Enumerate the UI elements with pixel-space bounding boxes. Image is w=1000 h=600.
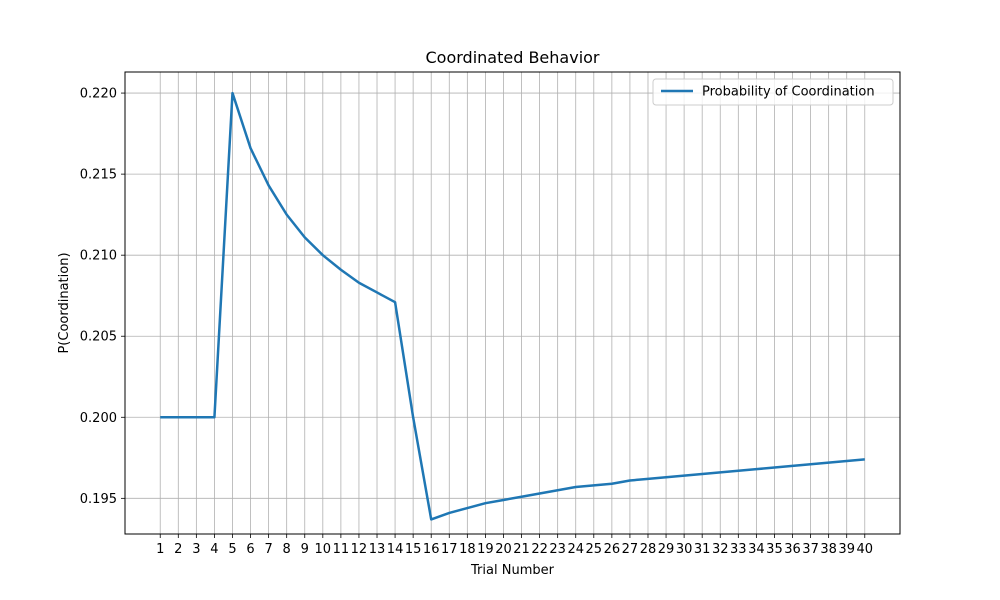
x-tick-label: 38 [820, 542, 837, 557]
x-tick-label: 10 [315, 542, 332, 557]
legend-box [652, 78, 894, 106]
x-tick-label: 3 [192, 542, 200, 557]
x-tick-label: 16 [423, 542, 440, 557]
x-tick-label: 11 [333, 542, 350, 557]
x-tick-label: 8 [283, 542, 291, 557]
y-axis-label: P(Coordination) [57, 252, 72, 353]
x-tick-label: 14 [387, 542, 404, 557]
x-tick-label: 27 [622, 542, 639, 557]
y-tick-label: 0.200 [80, 411, 117, 426]
x-tick-label: 37 [802, 542, 819, 557]
x-tick-label: 19 [477, 542, 494, 557]
x-tick-label: 5 [228, 542, 236, 557]
x-tick-label: 40 [856, 542, 873, 557]
x-tick-label: 20 [495, 542, 512, 557]
plot-frame [124, 71, 901, 535]
x-tick-label: 21 [513, 542, 530, 557]
y-tick-label: 0.205 [80, 330, 117, 345]
x-tick-label: 17 [441, 542, 458, 557]
y-tick-label: 0.220 [80, 87, 117, 102]
x-axis-ticks: 1 2 3 4 5 6 7 8 9 10 11 12 13 14 15 16 17 18 19 20 21 22 23 24 2… [156, 534, 873, 557]
grid-lines [125, 72, 900, 534]
x-tick-label: 39 [838, 542, 855, 557]
x-tick-label: 13 [369, 542, 386, 557]
x-tick-label: 35 [766, 542, 783, 557]
chart-title: Coordinated Behavior [426, 48, 600, 67]
x-tick-label: 22 [531, 542, 548, 557]
x-tick-label: 2 [174, 542, 182, 557]
x-tick-label: 24 [567, 542, 584, 557]
legend: Probability of Coordination [652, 78, 894, 106]
legend-label-probability-of-coordination: Probability of Coordination [702, 85, 875, 100]
x-tick-label: 12 [351, 542, 368, 557]
x-tick-label: 26 [604, 542, 621, 557]
x-tick-label: 36 [784, 542, 801, 557]
y-axis-ticks: 0.195 0.200 0.205 0.210 0.215 0.220 [80, 87, 125, 507]
x-tick-label: 1 [156, 542, 164, 557]
x-tick-label: 32 [712, 542, 729, 557]
x-tick-label: 4 [210, 542, 218, 557]
x-axis-label: Trial Number [470, 563, 555, 578]
x-tick-label: 23 [549, 542, 566, 557]
y-tick-label: 0.210 [80, 249, 117, 264]
y-tick-label: 0.195 [80, 492, 117, 507]
x-tick-label: 28 [640, 542, 657, 557]
series-line-probability-of-coordination [160, 91, 865, 521]
x-tick-label: 9 [301, 542, 309, 557]
y-tick-label: 0.215 [80, 168, 117, 183]
x-tick-label: 18 [459, 542, 476, 557]
x-tick-label: 30 [676, 542, 693, 557]
x-tick-label: 31 [694, 542, 711, 557]
x-tick-label: 6 [246, 542, 254, 557]
x-tick-label: 25 [586, 542, 603, 557]
x-tick-label: 34 [748, 542, 765, 557]
x-tick-label: 29 [658, 542, 675, 557]
series-layer [160, 91, 865, 521]
x-tick-label: 33 [730, 542, 747, 557]
x-tick-label: 7 [264, 542, 272, 557]
x-tick-label: 15 [405, 542, 422, 557]
